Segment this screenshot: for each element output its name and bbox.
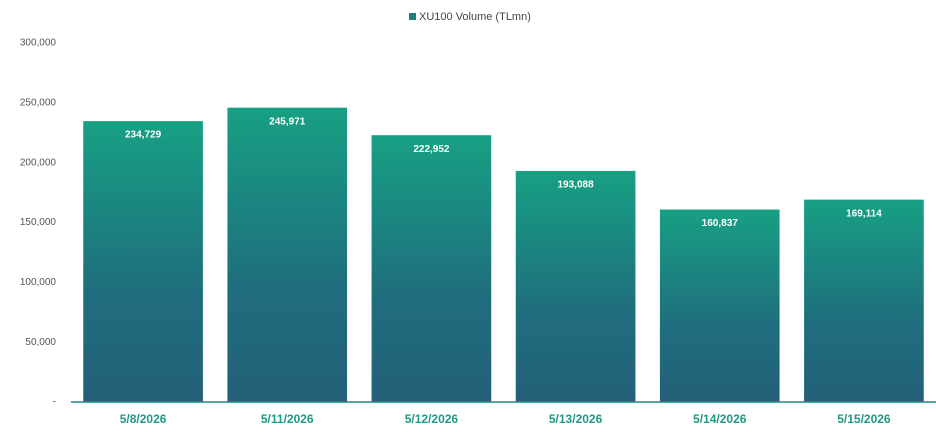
y-tick-label: - <box>53 397 56 408</box>
bar <box>804 199 924 402</box>
value-label: 193,088 <box>558 180 595 191</box>
value-label: 222,952 <box>413 144 450 155</box>
legend-label: XU100 Volume (TLmn) <box>419 11 531 23</box>
bar <box>371 135 492 402</box>
value-label: 160,837 <box>702 218 739 229</box>
y-tick-label: 50,000 <box>25 337 56 348</box>
y-tick-label: 300,000 <box>20 38 57 49</box>
x-tick-label: 5/13/2026 <box>549 412 603 426</box>
x-tick-label: 5/14/2026 <box>693 412 747 426</box>
x-tick-label: 5/8/2026 <box>120 412 167 426</box>
bar <box>83 121 203 402</box>
bar <box>659 209 780 402</box>
y-tick-label: 200,000 <box>20 157 57 168</box>
value-label: 234,729 <box>125 130 162 141</box>
y-tick-label: 100,000 <box>20 277 57 288</box>
y-tick-label: 150,000 <box>20 217 57 228</box>
bar <box>515 170 636 402</box>
y-tick-label: 250,000 <box>20 97 57 108</box>
legend-swatch <box>409 13 416 20</box>
value-label: 245,971 <box>269 116 306 127</box>
x-tick-label: 5/11/2026 <box>261 412 314 426</box>
x-tick-label: 5/15/2026 <box>837 412 891 426</box>
x-tick-label: 5/12/2026 <box>405 412 459 426</box>
value-label: 169,114 <box>846 208 882 219</box>
bar <box>227 107 348 403</box>
